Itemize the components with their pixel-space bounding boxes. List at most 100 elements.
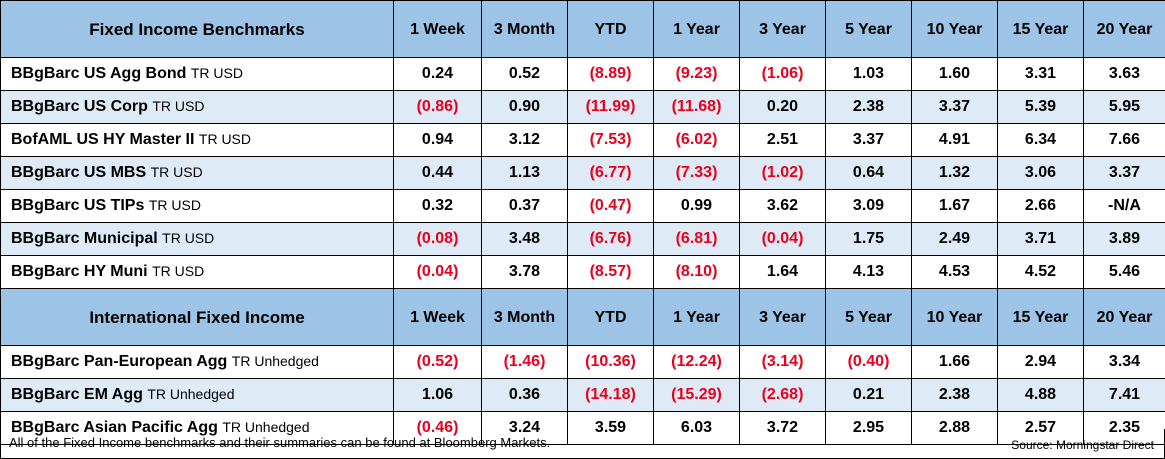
return-value: (8.57) <box>567 255 654 289</box>
return-value: 3.31 <box>997 57 1084 91</box>
benchmark-name-cell: BofAML US HY Master II TR USD <box>0 123 394 157</box>
return-value: 3.37 <box>1083 156 1165 190</box>
return-value: 5.95 <box>1083 90 1165 124</box>
column-header: 10 Year <box>911 288 998 346</box>
return-value: 4.91 <box>911 123 998 157</box>
return-value: (1.02) <box>739 156 826 190</box>
return-value: (12.24) <box>653 345 740 379</box>
footnote: All of the Fixed Income benchmarks and t… <box>9 435 551 450</box>
benchmark-name-cell: BBgBarc Asian Pacific Agg TR Unhedged <box>0 411 394 445</box>
column-header: 1 Week <box>393 0 482 58</box>
return-value: (0.52) <box>393 345 482 379</box>
return-value: 0.32 <box>393 189 482 223</box>
return-value: 2.38 <box>911 378 998 412</box>
return-value: 3.78 <box>481 255 568 289</box>
benchmark-name: BBgBarc Municipal <box>11 230 158 247</box>
benchmark-suffix: TR USD <box>162 230 215 246</box>
return-value: (11.68) <box>653 90 740 124</box>
return-value: 1.66 <box>911 345 998 379</box>
table-row: BBgBarc US Corp TR USD (0.86) 0.90 (11.99)(… <box>0 90 1165 124</box>
benchmark-name: BBgBarc HY Muni <box>11 263 148 280</box>
return-value: (0.04) <box>739 222 826 256</box>
benchmark-suffix: TR Unhedged <box>147 386 235 402</box>
return-value: 0.20 <box>739 90 826 124</box>
return-value: 0.52 <box>481 57 568 91</box>
return-value: (14.18) <box>567 378 654 412</box>
benchmark-suffix: TR USD <box>190 65 243 81</box>
column-header: YTD <box>567 288 654 346</box>
column-header: 1 Week <box>393 288 482 346</box>
return-value: 3.89 <box>1083 222 1165 256</box>
return-value: (0.08) <box>393 222 482 256</box>
section-title: International Fixed Income <box>0 288 394 346</box>
return-value: (6.81) <box>653 222 740 256</box>
return-value: 0.64 <box>825 156 912 190</box>
benchmark-suffix: TR Unhedged <box>222 419 310 435</box>
return-value: 1.32 <box>911 156 998 190</box>
return-value: 3.62 <box>739 189 826 223</box>
return-value: 0.44 <box>393 156 482 190</box>
benchmark-name: BofAML US HY Master II <box>11 131 195 148</box>
return-value: 4.88 <box>997 378 1084 412</box>
benchmark-suffix: TR USD <box>198 131 252 147</box>
return-value: (6.02) <box>653 123 740 157</box>
return-value: 4.13 <box>825 255 912 289</box>
return-value: (10.36) <box>567 345 654 379</box>
return-value: (7.53) <box>567 123 654 157</box>
return-value: 4.52 <box>997 255 1084 289</box>
return-value: 0.24 <box>393 57 482 91</box>
return-value: 3.12 <box>481 123 568 157</box>
return-value: 3.59 <box>567 411 654 445</box>
column-header: 5 Year <box>825 0 912 58</box>
table-row: BBgBarc HY Muni TR USD (0.04) 3.78 (8.57) (8… <box>0 255 1165 289</box>
return-value: 7.66 <box>1083 123 1165 157</box>
return-value: -N/A <box>1083 189 1165 223</box>
benchmark-name-cell: BBgBarc Pan-European Agg TR Unhedged <box>0 345 394 379</box>
benchmark-name: BBgBarc Pan-European Agg <box>11 353 228 370</box>
return-value: (0.86) <box>393 90 482 124</box>
return-value: (11.99) <box>567 90 654 124</box>
benchmark-table-body: Fixed Income Benchmarks 1 Week 3 Month YTD 1… <box>0 0 1165 445</box>
column-header: 10 Year <box>911 0 998 58</box>
return-value: 2.49 <box>911 222 998 256</box>
return-value: 2.38 <box>825 90 912 124</box>
column-header: 3 Year <box>739 288 826 346</box>
table-row: BBgBarc US MBS TR USD 0.44 1.13 (6.77) (7.33… <box>0 156 1165 190</box>
table-row: BofAML US HY Master II TR USD 0.94 3.12 (7.… <box>0 123 1165 157</box>
benchmark-name-cell: BBgBarc US MBS TR USD <box>0 156 394 190</box>
benchmark-suffix: TR USD <box>152 98 205 114</box>
column-header: 3 Month <box>481 0 568 58</box>
return-value: (0.47) <box>567 189 654 223</box>
return-value: 1.60 <box>911 57 998 91</box>
return-value: 2.94 <box>997 345 1084 379</box>
return-value: 0.90 <box>481 90 568 124</box>
column-header: 1 Year <box>653 0 740 58</box>
return-value: 5.46 <box>1083 255 1165 289</box>
return-value: 3.24 <box>481 411 568 445</box>
column-header: 20 Year <box>1083 288 1165 346</box>
return-value: (2.68) <box>739 378 826 412</box>
benchmark-suffix: TR USD <box>152 263 205 279</box>
benchmark-suffix: TR Unhedged <box>231 353 319 369</box>
benchmark-name: BBgBarc US Corp <box>11 98 148 115</box>
return-value: 0.37 <box>481 189 568 223</box>
return-value: 3.37 <box>911 90 998 124</box>
return-value: (1.06) <box>739 57 826 91</box>
column-header: 15 Year <box>997 0 1084 58</box>
return-value: 4.53 <box>911 255 998 289</box>
benchmark-name-cell: BBgBarc US Corp TR USD <box>0 90 394 124</box>
source-note: Source: Morningstar Direct <box>1011 438 1154 452</box>
benchmark-name-cell: BBgBarc US Agg Bond TR USD <box>0 57 394 91</box>
return-value: 3.71 <box>997 222 1084 256</box>
return-value: 1.13 <box>481 156 568 190</box>
column-header: 20 Year <box>1083 0 1165 58</box>
return-value: (8.10) <box>653 255 740 289</box>
return-value: (0.04) <box>393 255 482 289</box>
column-header: 5 Year <box>825 288 912 346</box>
return-value: (8.89) <box>567 57 654 91</box>
return-value: (6.77) <box>567 156 654 190</box>
return-value: (15.29) <box>653 378 740 412</box>
return-value: 3.48 <box>481 222 568 256</box>
table-footer: All of the Fixed Income benchmarks and t… <box>0 429 1165 459</box>
